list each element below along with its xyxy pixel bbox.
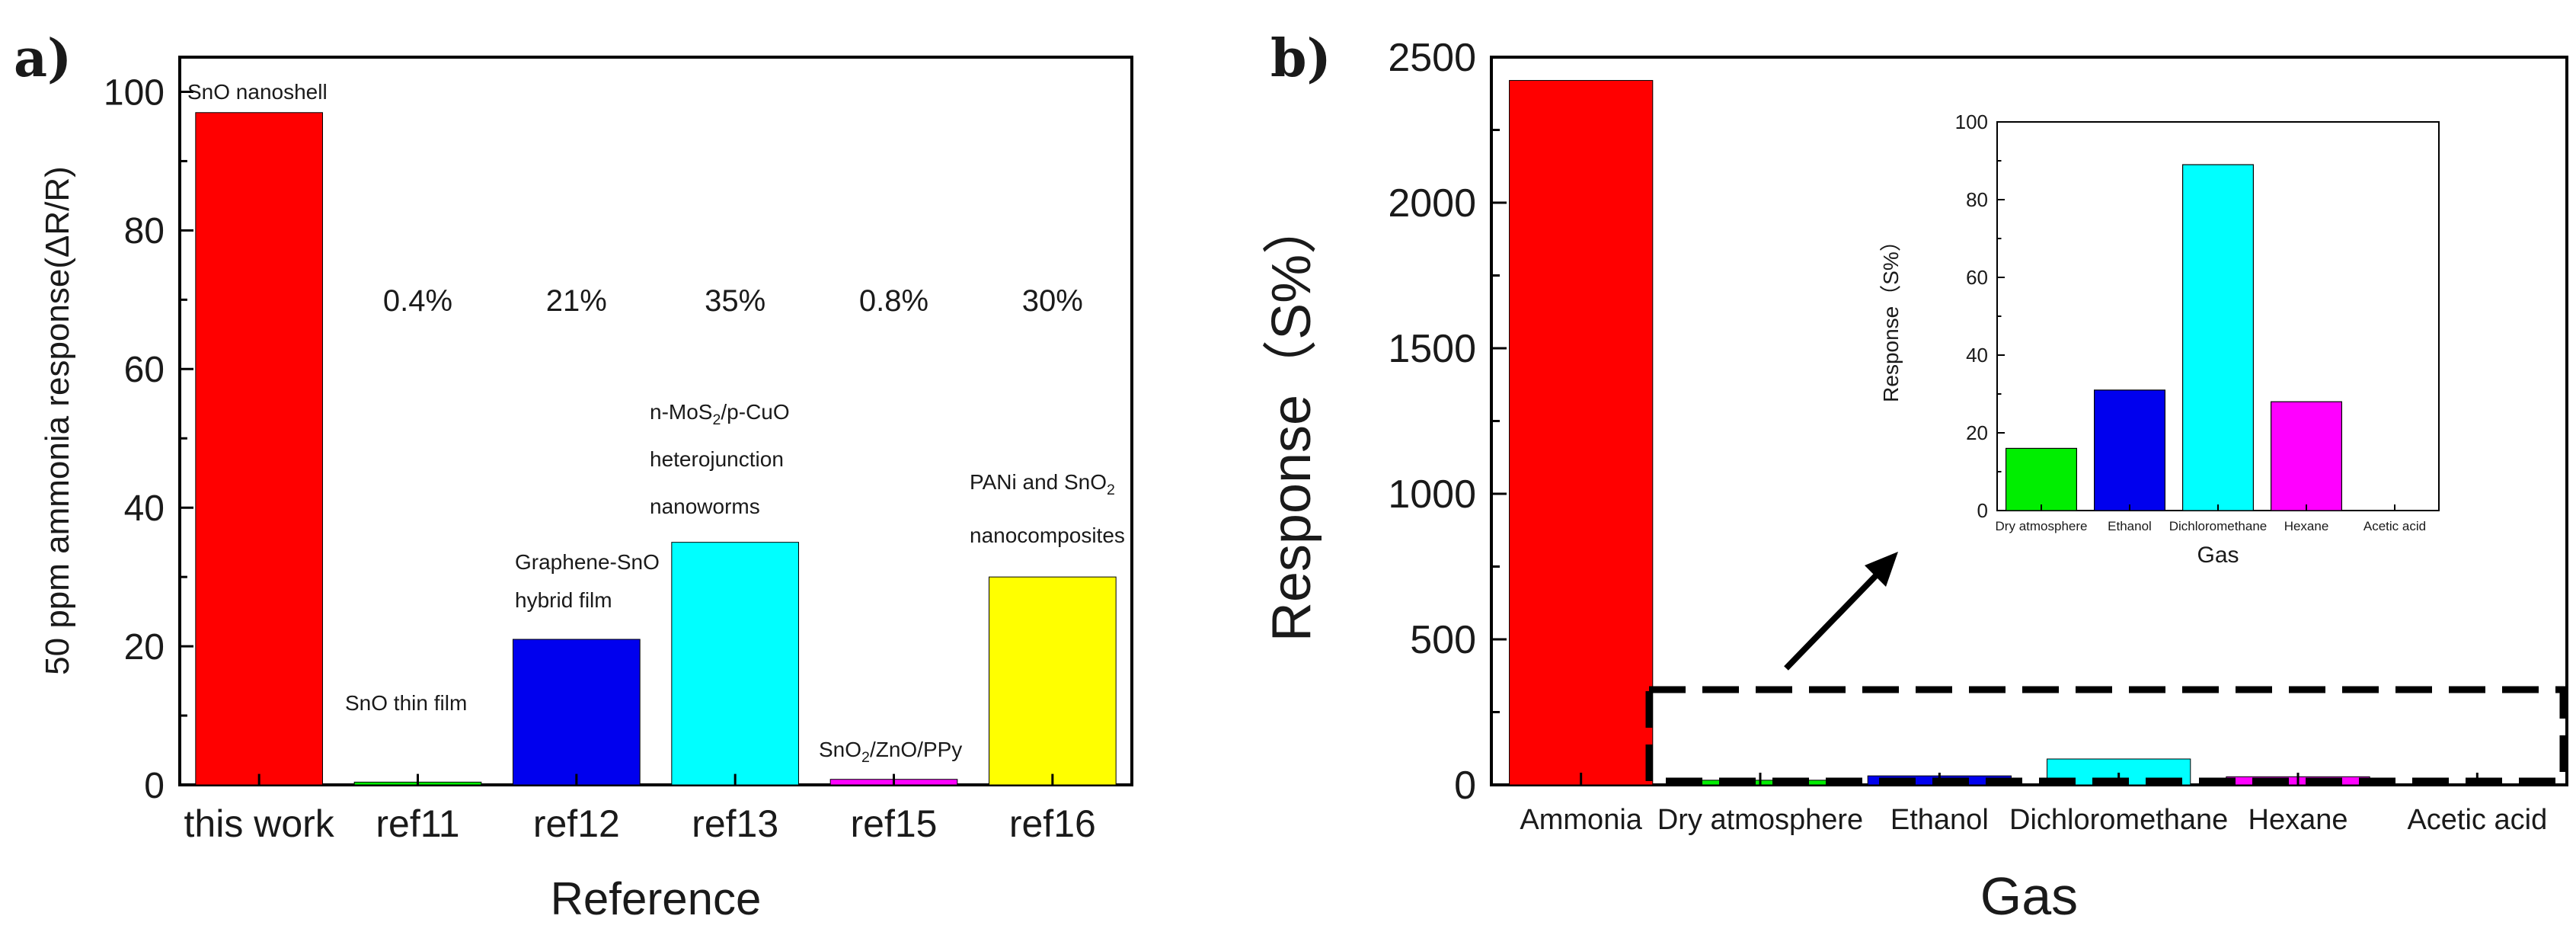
panel-b-y-tick-label: 2000 bbox=[1388, 181, 1476, 226]
inset-bar-ethanol bbox=[2094, 389, 2166, 511]
panel-a-y-tick-label: 40 bbox=[124, 488, 165, 529]
inset-x-tick-label: Acetic acid bbox=[2363, 519, 2426, 533]
inset-y-tick-label: 40 bbox=[1966, 344, 1988, 367]
panel-a-x-tick-label: this work bbox=[184, 802, 335, 845]
panel-b-x-tick-label: Acetic acid bbox=[2407, 804, 2547, 836]
panel-a-bar-annotation: PANi and SnO2​ bbox=[970, 470, 1115, 498]
inset-bars bbox=[2006, 164, 2343, 511]
inset-y-tick-label: 100 bbox=[1955, 110, 1988, 133]
panel-a-bar-annotation: SnO2​/ZnO/PPy bbox=[819, 738, 962, 766]
inset-y-tick-label: 60 bbox=[1966, 266, 1988, 289]
panel-a-y-tick-label: 0 bbox=[144, 766, 165, 806]
zoom-arrow-head bbox=[1865, 552, 1898, 587]
zoom-region-box bbox=[1645, 686, 2567, 785]
panel-a-percent-label: 0.4% bbox=[383, 284, 452, 318]
inset-y-ticks: 0 20 40 60 80 100 bbox=[1955, 110, 2005, 522]
inset-x-tick-label: Ethanol bbox=[2108, 519, 2152, 533]
panel-a-bar-ref16 bbox=[989, 576, 1117, 786]
panel-a-x-tick-label: ref11 bbox=[376, 802, 459, 845]
panel-a-bar-ref12 bbox=[513, 639, 641, 786]
panel-a-y-tick-label: 80 bbox=[124, 211, 165, 251]
panel-a-x-tick-label: ref12 bbox=[533, 802, 620, 845]
panel-b-y-tick-label: 2500 bbox=[1388, 36, 1476, 80]
inset-y-tick-label: 20 bbox=[1966, 421, 1988, 444]
inset-x-tick-label: Hexane bbox=[2284, 519, 2329, 533]
panel-b-x-tick-label: Dry atmosphere bbox=[1657, 804, 1863, 836]
panel-a-y-ticks: 0 20 40 60 80 100 bbox=[104, 72, 193, 806]
panel-b-y-ticks: 0 500 1000 1500 2000 2500 bbox=[1388, 36, 1507, 808]
panel-b-label: b) bbox=[1270, 28, 1331, 89]
panel-a-bar-annotation: n-MoS2​/p-CuO bbox=[650, 400, 790, 428]
inset-bar-dichloromethane bbox=[2182, 164, 2255, 511]
inset-x-tick-label: Dry atmosphere bbox=[1996, 519, 2088, 533]
panel-a-y-tick-label: 100 bbox=[104, 72, 165, 113]
panel-b-y-tick-label: 1500 bbox=[1388, 327, 1476, 371]
panel-a-bar-annotation: Graphene-SnO bbox=[515, 550, 660, 574]
panel-b-y-tick-label: 0 bbox=[1454, 764, 1476, 808]
panel-a-y-axis-title: 50 ppm ammonia response(ΔR/R) bbox=[39, 166, 76, 675]
panel-b-x-tick-labels: Ammonia Dry atmosphere Ethanol Dichlorometh… bbox=[1520, 773, 2547, 836]
inset-x-tick-labels: Dry atmosphere Ethanol Dichloromethane Hexa… bbox=[1996, 504, 2426, 533]
panel-a-percent-label: 30% bbox=[1022, 284, 1083, 318]
panel-a-percent-label: 0.8% bbox=[859, 284, 928, 318]
panel-a-bar-annotation: nanocomposites bbox=[970, 524, 1125, 547]
panel-a-bar-ref13 bbox=[671, 542, 799, 786]
panel-a-percent-label: 21% bbox=[546, 284, 607, 318]
panel-a-label: a) bbox=[14, 28, 72, 89]
panel-a-y-tick-label: 60 bbox=[124, 350, 165, 390]
inset-bar-hexane bbox=[2271, 401, 2343, 511]
panel-a-x-tick-labels: this work ref11 ref12 ref13 ref15 ref16 bbox=[184, 773, 1096, 845]
zoom-arrow-line bbox=[1784, 568, 1884, 671]
panel-a-y-tick-label: 20 bbox=[124, 627, 165, 668]
inset-bar-dry-atmosphere bbox=[2006, 447, 2078, 511]
panel-a: a) 0 20 40 60 80 100 0.4% 21% 35% 0.8% 30% SnO na… bbox=[14, 28, 1133, 924]
panel-b-bar-ammonia bbox=[1509, 80, 1654, 786]
panel-a-bar-annotation: SnO nanoshell bbox=[187, 80, 328, 104]
panel-a-bar-this-work bbox=[195, 112, 324, 786]
panel-a-x-tick-label: ref16 bbox=[1009, 802, 1096, 845]
inset-y-axis-title: Response（S%） bbox=[1879, 230, 1903, 402]
panel-a-x-tick-label: ref15 bbox=[851, 802, 938, 845]
panel-b-x-tick-label: Dichloromethane bbox=[2009, 804, 2228, 836]
panel-a-bar-annotation: heterojunction bbox=[650, 447, 784, 471]
panel-b-y-tick-label: 500 bbox=[1410, 618, 1476, 662]
panel-a-plot-frame bbox=[178, 56, 1133, 786]
panel-a-bar-annotation: nanoworms bbox=[650, 495, 760, 518]
panel-b-y-axis-title: Response（S%） bbox=[1261, 200, 1322, 642]
panel-b-y-tick-label: 1000 bbox=[1388, 472, 1476, 517]
inset-chart: 0 20 40 60 80 100 Dry atmosphere Ethanol Dichlo… bbox=[1879, 110, 2440, 568]
panel-a-bar-annotation: hybrid film bbox=[515, 588, 612, 612]
panel-b-x-tick-label: Ethanol bbox=[1890, 804, 1989, 836]
panel-a-percent-labels: 0.4% 21% 35% 0.8% 30% bbox=[383, 284, 1083, 318]
panel-a-bar-annotations: SnO nanoshell SnO thin film Graphene-SnO hy… bbox=[187, 80, 1125, 766]
inset-x-tick-label: Dichloromethane bbox=[2169, 519, 2268, 533]
panel-a-percent-label: 35% bbox=[705, 284, 765, 318]
panel-a-x-tick-label: ref13 bbox=[692, 802, 778, 845]
panel-b-x-tick-label: Hexane bbox=[2248, 804, 2348, 836]
panel-a-bars bbox=[195, 112, 1117, 786]
panel-b-x-axis-title: Gas bbox=[1980, 866, 2078, 926]
panel-a-bar-annotation: SnO thin film bbox=[345, 691, 467, 715]
inset-y-tick-label: 80 bbox=[1966, 188, 1988, 211]
panel-b-x-tick-label: Ammonia bbox=[1520, 804, 1642, 836]
inset-y-tick-label: 0 bbox=[1977, 499, 1988, 522]
inset-x-axis-title: Gas bbox=[2197, 543, 2239, 568]
panel-a-x-axis-title: Reference bbox=[551, 873, 762, 924]
